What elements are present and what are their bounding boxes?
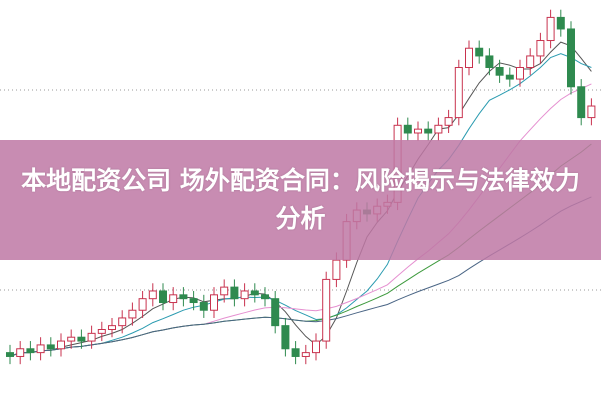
candle-down xyxy=(189,298,198,304)
headline-text: 本地配资公司 场外配资合同：风险揭示与法律效力分析 xyxy=(21,166,580,233)
candle-down xyxy=(403,124,412,134)
candle-down xyxy=(77,336,86,342)
candle-up xyxy=(16,348,25,357)
candle-up xyxy=(67,336,76,342)
candle-down xyxy=(291,348,300,357)
candle-up xyxy=(516,67,524,80)
candle-down xyxy=(424,128,433,134)
candle-down xyxy=(271,298,280,327)
candle-up xyxy=(210,294,218,311)
candle-down xyxy=(179,294,188,300)
candle-down xyxy=(6,352,14,357)
candle-down xyxy=(495,67,504,76)
candle-down xyxy=(556,16,565,30)
moving-average-10 xyxy=(9,53,592,357)
headline-banner: 本地配资公司 场外配资合同：风险揭示与法律效力分析 xyxy=(0,140,601,260)
candle-up xyxy=(312,340,320,354)
candle-down xyxy=(281,325,290,350)
candle-down xyxy=(159,290,167,304)
candle-up xyxy=(526,55,535,69)
candle-up xyxy=(465,47,473,68)
candle-down xyxy=(46,344,55,350)
candle-up xyxy=(301,352,310,357)
candle-up xyxy=(587,105,596,119)
candle-up xyxy=(546,16,555,42)
candle-down xyxy=(567,28,575,88)
candle-up xyxy=(97,329,106,334)
candle-up xyxy=(444,117,453,126)
candle-down xyxy=(26,348,35,354)
candle-up xyxy=(108,325,116,331)
candle-up xyxy=(414,128,422,134)
candle-up xyxy=(128,309,137,319)
candle-down xyxy=(250,290,259,296)
candle-up xyxy=(220,286,229,296)
candle-up xyxy=(118,317,127,327)
candle-down xyxy=(261,294,269,300)
candle-up xyxy=(87,332,96,342)
candle-up xyxy=(536,40,545,57)
moving-average-5 xyxy=(9,41,592,357)
candle-down xyxy=(577,86,586,119)
candle-up xyxy=(57,340,65,350)
candle-down xyxy=(475,47,484,57)
candle-down xyxy=(230,286,239,300)
candle-down xyxy=(505,74,514,80)
candle-up xyxy=(434,124,443,134)
candle-up xyxy=(454,67,463,119)
candle-up xyxy=(36,344,45,354)
candle-up xyxy=(148,290,157,300)
candle-up xyxy=(322,278,331,342)
candle-up xyxy=(138,298,147,311)
candle-up xyxy=(169,294,178,304)
candle-down xyxy=(485,55,494,69)
candle-up xyxy=(332,259,341,280)
candle-up xyxy=(240,290,249,300)
candle-down xyxy=(199,302,208,311)
